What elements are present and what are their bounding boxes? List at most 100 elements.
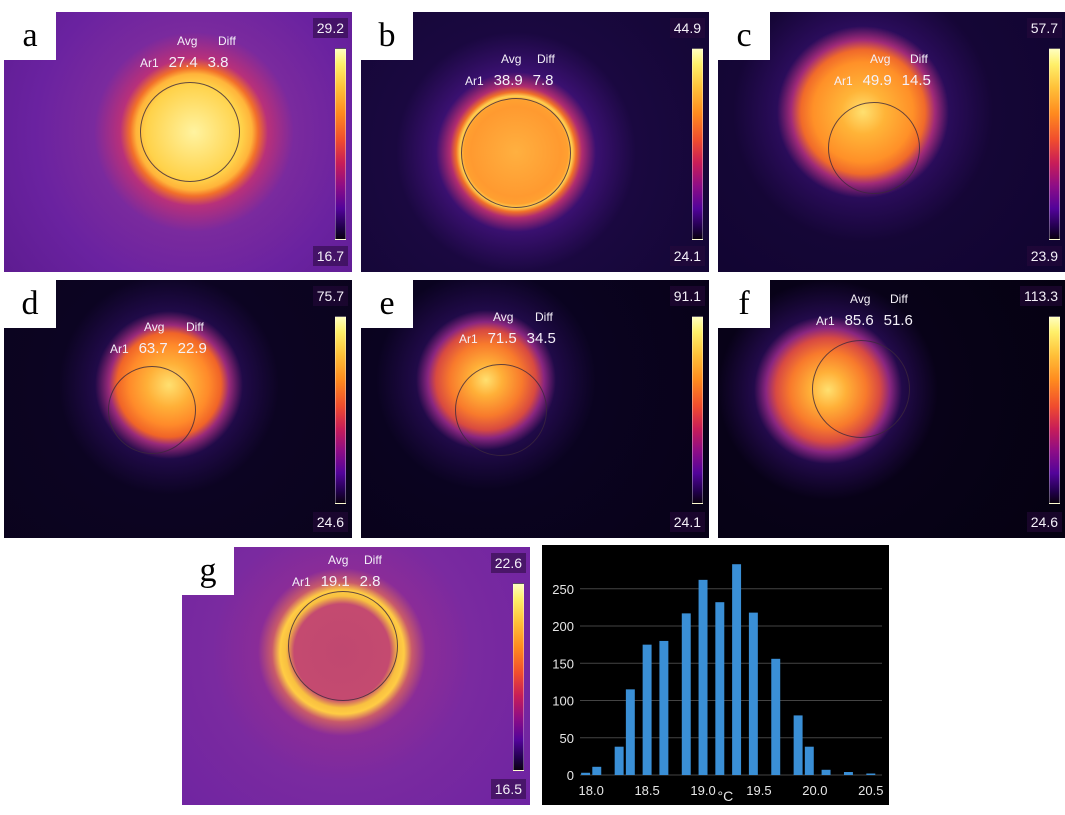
temperature-colorbar — [692, 316, 703, 504]
avg-value: 71.5 — [487, 330, 517, 347]
panel-label: c — [718, 12, 770, 60]
thermal-panel-b: b Avg Diff Ar1 38.9 7.8 44.9 24.1 — [361, 12, 709, 272]
thermal-panel-d: d Avg Diff Ar1 63.7 22.9 75.7 24.6 — [4, 280, 352, 538]
diff-value: 14.5 — [901, 72, 931, 89]
area-name: Ar1 — [816, 314, 835, 328]
histogram-bar — [843, 772, 853, 775]
diff-header: Diff — [186, 320, 204, 334]
area-readout: Avg Diff Ar1 85.6 51.6 — [816, 292, 946, 332]
y-tick-label: 50 — [560, 731, 574, 746]
temperature-colorbar — [335, 48, 346, 240]
histogram-bar — [732, 564, 742, 775]
area-readout: Avg Diff Ar1 27.4 3.8 — [140, 34, 260, 74]
area-readout: Avg Diff Ar1 38.9 7.8 — [465, 52, 585, 92]
measurement-circle — [140, 82, 240, 182]
panel-label: f — [718, 280, 770, 328]
histogram-bar — [715, 602, 725, 775]
scale-max-label: 29.2 — [312, 18, 348, 38]
area-name: Ar1 — [834, 74, 853, 88]
scale-min-label: 24.1 — [669, 246, 705, 266]
histogram-bar — [698, 579, 708, 775]
diff-value: 7.8 — [532, 72, 554, 89]
thermal-panel-f: f Avg Diff Ar1 85.6 51.6 113.3 24.6 — [718, 280, 1065, 538]
histogram-bar — [642, 644, 652, 775]
histogram-bar — [625, 689, 635, 775]
x-tick-label: 20.0 — [802, 783, 827, 798]
y-tick-label: 250 — [552, 582, 574, 597]
panel-label: g — [182, 547, 234, 595]
histogram-bar — [804, 746, 814, 775]
temperature-colorbar — [1049, 316, 1060, 504]
panel-label: a — [4, 12, 56, 60]
diff-value: 51.6 — [883, 312, 913, 329]
thermal-panel-g: g Avg Diff Ar1 19.1 2.8 22.6 16.5 — [182, 547, 530, 805]
avg-value: 49.9 — [862, 72, 892, 89]
scale-min-label: 24.6 — [312, 512, 348, 532]
diff-value: 22.9 — [177, 340, 207, 357]
x-tick-label: 18.0 — [579, 783, 604, 798]
histogram-bar — [581, 772, 591, 775]
avg-header: Avg — [870, 52, 891, 66]
area-readout: Avg Diff Ar1 19.1 2.8 — [292, 553, 422, 593]
diff-value: 34.5 — [526, 330, 556, 347]
scale-min-label: 23.9 — [1026, 246, 1062, 266]
scale-min-label: 24.1 — [669, 512, 705, 532]
avg-value: 19.1 — [320, 573, 350, 590]
histogram-bar — [793, 715, 803, 775]
measurement-circle — [288, 591, 398, 701]
measurement-circle — [812, 340, 910, 438]
measurement-circle — [461, 98, 571, 208]
panel-label: b — [361, 12, 413, 60]
diff-value: 2.8 — [359, 573, 381, 590]
thermal-panel-c: c Avg Diff Ar1 49.9 14.5 57.7 23.9 — [718, 12, 1065, 272]
x-tick-label: 19.5 — [746, 783, 771, 798]
histogram-bar — [821, 769, 831, 775]
histogram-bar — [659, 640, 669, 775]
temperature-colorbar — [513, 583, 524, 771]
thermal-panel-e: e Avg Diff Ar1 71.5 34.5 91.1 24.1 — [361, 280, 709, 538]
diff-header: Diff — [364, 553, 382, 567]
scale-min-label: 16.5 — [490, 779, 526, 799]
area-readout: Avg Diff Ar1 63.7 22.9 — [110, 320, 240, 360]
diff-value: 3.8 — [207, 54, 229, 71]
diff-header: Diff — [537, 52, 555, 66]
avg-header: Avg — [850, 292, 871, 306]
scale-max-label: 22.6 — [490, 553, 526, 573]
avg-header: Avg — [144, 320, 165, 334]
histogram-bar — [748, 612, 758, 775]
diff-header: Diff — [218, 34, 236, 48]
avg-header: Avg — [328, 553, 349, 567]
scale-max-label: 75.7 — [312, 286, 348, 306]
thermal-panel-a: a Avg Diff Ar1 27.4 3.8 29.2 16.7 — [4, 12, 352, 272]
diff-header: Diff — [910, 52, 928, 66]
histogram-bar — [592, 766, 602, 775]
avg-header: Avg — [493, 310, 514, 324]
scale-min-label: 24.6 — [1026, 512, 1062, 532]
histogram-bar — [771, 658, 781, 775]
scale-min-label: 16.7 — [312, 246, 348, 266]
y-tick-label: 150 — [552, 656, 574, 671]
measurement-circle — [108, 366, 196, 454]
temperature-colorbar — [335, 316, 346, 504]
avg-value: 63.7 — [138, 340, 168, 357]
histogram-bar — [614, 746, 624, 775]
x-tick-label: 20.5 — [858, 783, 883, 798]
area-name: Ar1 — [465, 74, 484, 88]
panel-label: d — [4, 280, 56, 328]
area-name: Ar1 — [140, 56, 159, 70]
area-name: Ar1 — [292, 575, 311, 589]
x-tick-label: 18.5 — [634, 783, 659, 798]
temperature-colorbar — [1049, 48, 1060, 240]
avg-value: 27.4 — [168, 54, 198, 71]
panel-label: e — [361, 280, 413, 328]
scale-max-label: 91.1 — [669, 286, 705, 306]
measurement-circle — [455, 364, 547, 456]
y-tick-label: 0 — [567, 768, 574, 783]
temperature-histogram: 0 50 100 150 200 250 18.0 18.5 19.0 19.5 20.0 20.5 °… — [542, 545, 889, 805]
avg-value: 38.9 — [493, 72, 523, 89]
x-tick-label: 19.0 — [690, 783, 715, 798]
area-readout: Avg Diff Ar1 49.9 14.5 — [834, 52, 954, 92]
temperature-colorbar — [692, 48, 703, 240]
area-readout: Avg Diff Ar1 71.5 34.5 — [459, 310, 589, 350]
scale-max-label: 44.9 — [669, 18, 705, 38]
